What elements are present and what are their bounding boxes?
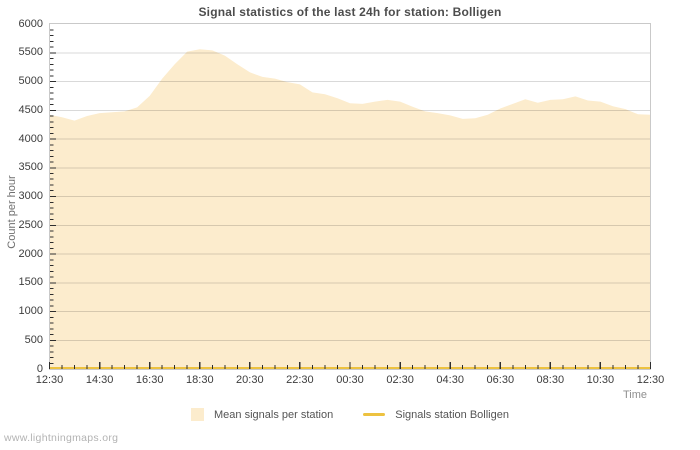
y-tick-label: 5500	[18, 46, 43, 59]
watermark: www.lightningmaps.org	[4, 432, 119, 444]
legend-label-mean-signals: Mean signals per station	[214, 408, 334, 421]
y-tick-label: 0	[36, 362, 43, 375]
y-axis-title: Count per hour	[6, 175, 18, 249]
plot-border	[49, 23, 651, 370]
gridlines	[50, 52, 650, 341]
x-tick-label: 16:30	[135, 374, 164, 386]
y-tick-label: 4500	[18, 103, 43, 116]
y-tick-label: 2000	[18, 247, 43, 260]
x-tick-label: 20:30	[236, 374, 264, 386]
legend-item-mean-signals: Mean signals per station	[191, 408, 333, 421]
x-tick-label: 18:30	[186, 374, 214, 386]
x-tick-label: 14:30	[85, 374, 114, 386]
legend-label-station-bolligen: Signals station Bolligen	[395, 408, 509, 421]
y-tick-label: 6000	[18, 17, 43, 30]
x-tick-label: 12:30	[636, 374, 665, 386]
x-tick-label: 04:30	[436, 374, 464, 386]
chart-title: Signal statistics of the last 24h for st…	[198, 5, 502, 19]
y-tick-label: 1500	[18, 276, 43, 289]
x-tick-label: 06:30	[486, 374, 515, 386]
x-tick-label: 00:30	[336, 374, 364, 386]
x-tick-label: 10:30	[586, 374, 615, 386]
y-tick-label: 500	[24, 333, 43, 346]
legend: Mean signals per station Signals station…	[0, 408, 700, 421]
x-axis-title: Time	[622, 389, 648, 401]
x-tick-label: 02:30	[386, 374, 414, 386]
legend-item-station-bolligen: Signals station Bolligen	[363, 409, 509, 421]
x-tick-label: 12:30	[35, 374, 64, 386]
y-axis-ticks	[50, 29, 56, 364]
area-series-mean-signals	[49, 49, 651, 370]
x-tick-label: 08:30	[536, 374, 565, 386]
y-tick-label: 1000	[18, 305, 43, 317]
x-axis-ticks	[49, 362, 651, 369]
y-tick-label: 4000	[18, 132, 43, 145]
line-swatch-icon	[363, 413, 386, 416]
y-tick-label: 3500	[18, 161, 43, 174]
plot-area	[49, 23, 651, 370]
area-swatch-icon	[191, 408, 204, 421]
y-tick-label: 5000	[18, 75, 43, 87]
x-tick-label: 22:30	[286, 374, 314, 386]
